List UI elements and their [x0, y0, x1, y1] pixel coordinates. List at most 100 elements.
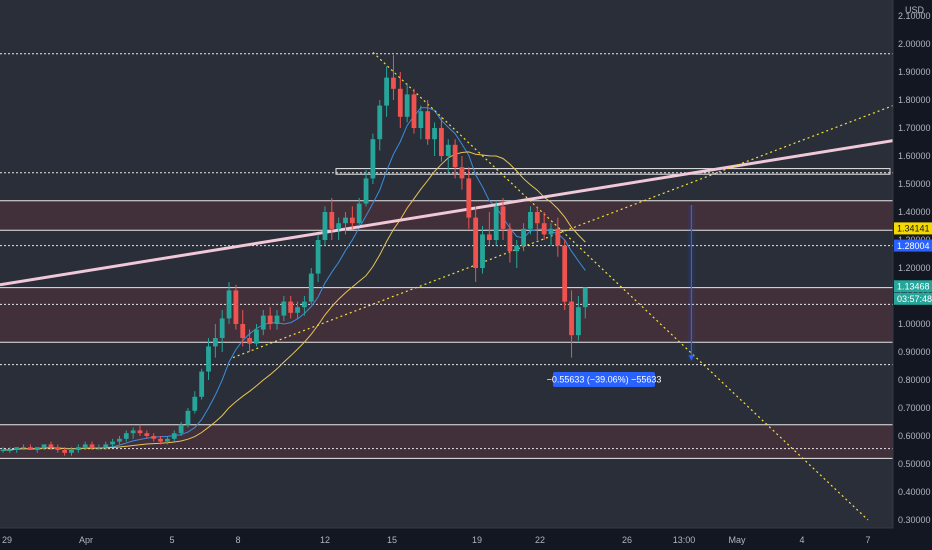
candle-body [295, 307, 300, 313]
price-badge-bg-2 [894, 280, 932, 293]
candle-body [322, 212, 328, 240]
candle-body [151, 436, 157, 439]
pink-trendline [0, 139, 894, 287]
candle-body [486, 234, 492, 240]
candle-body [343, 217, 348, 224]
candle-body [507, 228, 513, 252]
measure-label: −0.55633 (−39.06%) −55633 [547, 375, 662, 385]
candle-body [158, 438, 163, 442]
time-tick-label-2: 5 [169, 535, 174, 545]
candle-body [493, 206, 499, 240]
candle-body [144, 433, 150, 436]
candle-body [425, 111, 431, 140]
time-tick-label-1: Apr [79, 535, 93, 545]
candle-body [480, 234, 485, 268]
price-tick-label-0: 2.10000 [898, 11, 931, 21]
price-tick-label-17: 0.40000 [898, 487, 931, 497]
candle-body [562, 245, 568, 302]
candle-body [206, 346, 211, 372]
price-badges: 1.34141 1.28004 1.13468 03:57:48 [894, 222, 932, 305]
candle-body [363, 178, 369, 204]
trendlines [0, 51, 894, 521]
candle-body [226, 290, 232, 319]
candles [0, 55, 588, 456]
candle-body [534, 212, 540, 224]
candle-body [576, 307, 581, 336]
price-tick-label-9: 1.20000 [898, 263, 931, 273]
candle-body [96, 447, 102, 449]
candle-body [21, 447, 26, 449]
candle-body [82, 444, 88, 448]
candle-body [28, 447, 33, 450]
measure-arrow-head [688, 355, 695, 361]
candle-body [404, 94, 410, 117]
price-tick-label-16: 0.50000 [898, 459, 931, 469]
candle-body [103, 444, 109, 448]
candle-body [199, 371, 205, 397]
candle-body [432, 128, 437, 140]
horizontal-levels [0, 53, 893, 459]
shaded-zone-0 [0, 200, 893, 231]
time-axis-panel [0, 528, 932, 550]
time-tick-label-0: 29 [2, 535, 12, 545]
candle-body [165, 438, 170, 442]
price-tick-label-1: 2.00000 [898, 39, 931, 49]
resistance-box [335, 168, 891, 175]
candle-body [349, 217, 355, 224]
candle-body [0, 450, 6, 451]
candle-body [254, 329, 259, 344]
plot-area [0, 0, 893, 528]
candle-body [329, 212, 335, 229]
candle-body [117, 438, 122, 442]
price-badge-label-2: 1.13468 [897, 281, 930, 291]
candle-body [384, 77, 389, 106]
time-tick-label-12: 7 [865, 535, 870, 545]
time-tick-label-11: 4 [799, 535, 804, 545]
price-tick-label-3: 1.80000 [898, 95, 931, 105]
candle-body [370, 139, 376, 179]
candle-body [528, 212, 533, 229]
candle-body [356, 203, 362, 224]
candle-body [110, 441, 115, 445]
time-tick-label-7: 22 [535, 535, 545, 545]
shaded-zones [0, 200, 893, 459]
candle-body [267, 315, 273, 324]
candle-body [48, 444, 54, 448]
candle-body [281, 301, 287, 316]
candle-body [41, 444, 47, 448]
candle-body [288, 301, 294, 313]
measure-tool[interactable]: −0.55633 (−39.06%) −55633 [547, 205, 696, 387]
time-tick-label-5: 15 [387, 535, 397, 545]
candle-body [185, 410, 191, 425]
candle-body [377, 105, 383, 140]
price-axis-panel [893, 0, 932, 550]
candle-body [555, 228, 561, 246]
candle-body [130, 430, 136, 434]
candle-body [233, 290, 239, 324]
candle-body [514, 245, 520, 252]
price-badge-label-0: 1.34141 [897, 224, 930, 234]
candle-body [411, 94, 417, 128]
time-tick-label-3: 8 [235, 535, 240, 545]
candle-body [178, 424, 184, 434]
currency-label: USD [905, 5, 925, 15]
price-tick-label-2: 1.90000 [898, 67, 931, 77]
candle-body [521, 228, 526, 246]
price-badge-bg-3 [894, 292, 932, 305]
yellow-falling-trendline [372, 51, 869, 521]
price-badge-label-3: 03:57:48 [897, 294, 932, 304]
candle-body [500, 206, 506, 229]
candle-body [14, 447, 20, 450]
price-tick-label-6: 1.50000 [898, 179, 931, 189]
candle-body [75, 447, 81, 450]
candle-body [548, 228, 554, 235]
price-tick-label-4: 1.70000 [898, 123, 931, 133]
time-axis-ticks: 29 Apr 5 8 12 15 19 22 26 13:00 May 4 7 [2, 535, 871, 545]
price-tick-label-7: 1.40000 [898, 207, 931, 217]
candle-body [7, 450, 13, 451]
candle-body [315, 240, 321, 274]
candle-body [569, 301, 574, 336]
time-tick-label-6: 19 [472, 535, 482, 545]
